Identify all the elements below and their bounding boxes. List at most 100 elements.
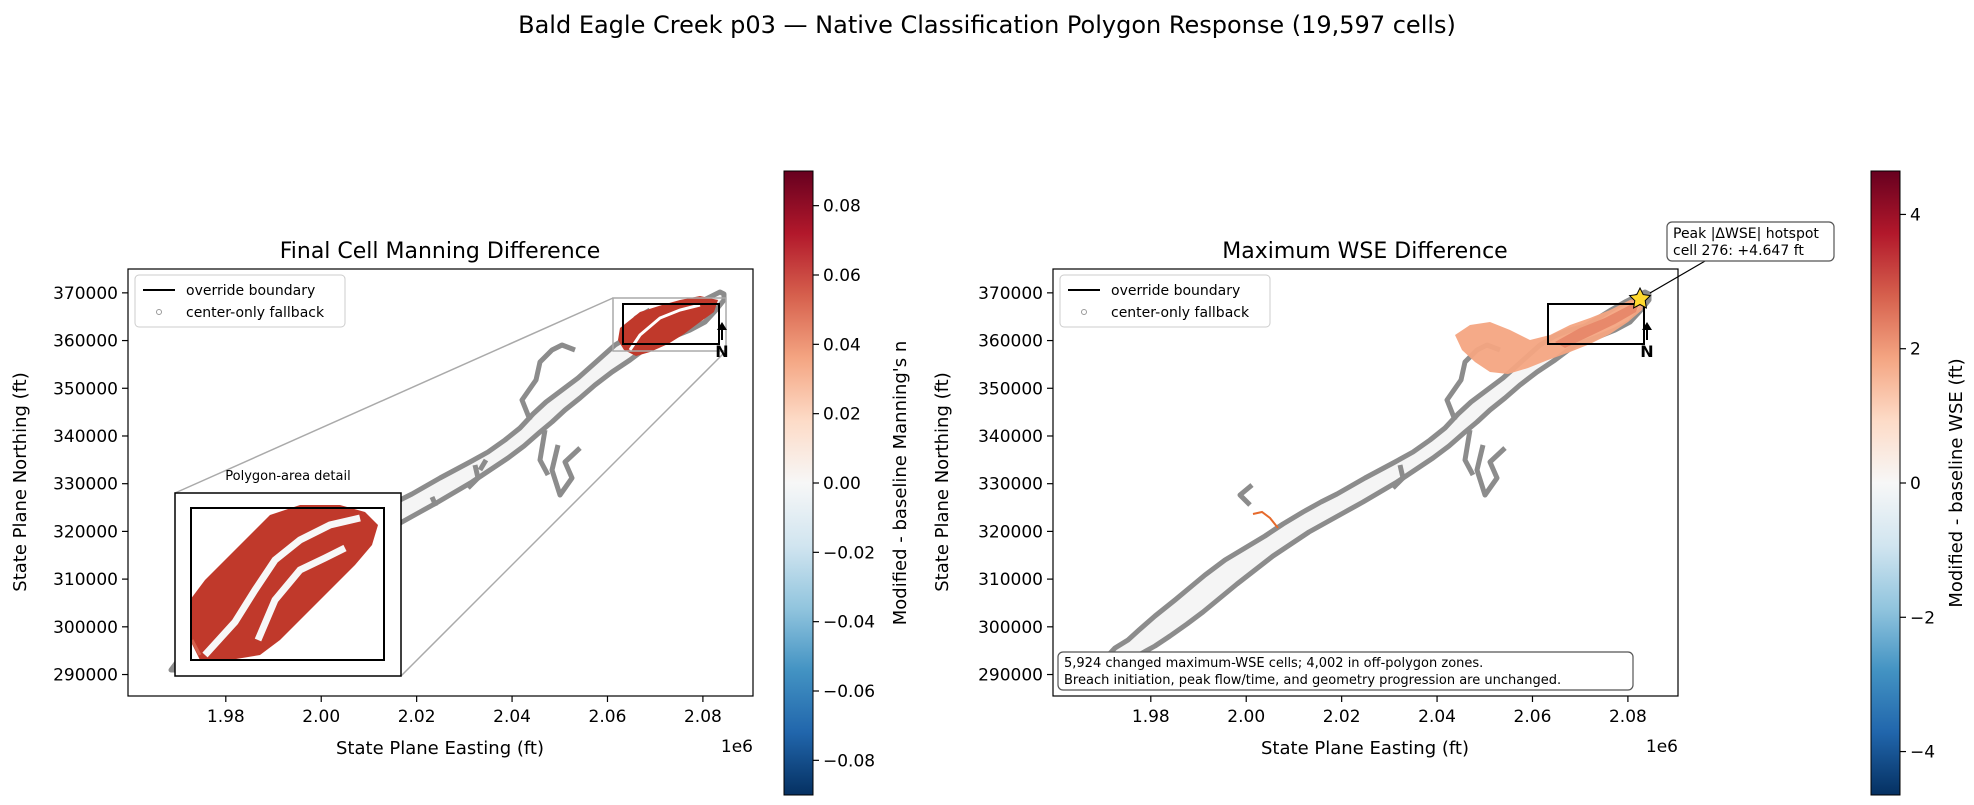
wse-changed-core (1555, 300, 1640, 348)
x-tick-label: 2.06 (589, 707, 627, 727)
inset-override-box (190, 507, 385, 661)
footnote-line: 5,924 changed maximum-WSE cells; 4,002 i… (1064, 656, 1483, 671)
colorbar-tick-label: 0 (1910, 474, 1921, 494)
override-boundary-box (622, 303, 720, 345)
inset-edge (190, 639, 202, 656)
y-tick-label: 360000 (53, 332, 118, 352)
north-arrow-head (1642, 322, 1652, 330)
legend: override boundary center-only fallback (1059, 274, 1271, 328)
hotspot-text: Peak |ΔWSE| hotspot (1673, 226, 1819, 242)
inset-channel (202, 514, 361, 658)
x-tick-label: 2.06 (1514, 707, 1552, 727)
y-tick-label: 370000 (978, 284, 1043, 304)
panel-manning: Final Cell Manning Difference N (10, 170, 911, 796)
x-offset-label: 1e6 (721, 737, 753, 757)
x-tick-label: 2.02 (1323, 707, 1361, 727)
x-axis-label: State Plane Easting (ft) (1261, 738, 1469, 759)
x-tick-label: 1.98 (1132, 707, 1170, 727)
y-tick-label: 320000 (978, 522, 1043, 542)
zoom-source-box (612, 297, 727, 352)
colorbar-tick-label: 0.08 (823, 197, 861, 217)
y-tick-label: 310000 (53, 570, 118, 590)
colorbar-tick-label: −0.08 (823, 751, 875, 771)
panel-title: Final Cell Manning Difference (280, 239, 601, 264)
colorbar-label: Modified - baseline Manning's n (890, 341, 911, 626)
y-tick-label: 300000 (978, 618, 1043, 638)
y-axis-label: State Plane Northing (ft) (10, 372, 31, 591)
y-tick-label: 350000 (978, 379, 1043, 399)
zoom-line (174, 297, 614, 494)
colorbar-tick-label: −2 (1910, 608, 1935, 628)
x-tick-label: 2.00 (302, 707, 340, 727)
colorbar (783, 170, 814, 796)
panel-wse: Maximum WSE Difference N override bounda… (932, 170, 1967, 796)
north-label: N (715, 342, 728, 361)
x-tick-label: 1.98 (207, 707, 245, 727)
north-label: N (1640, 342, 1653, 361)
y-tick-label: 370000 (53, 284, 118, 304)
colorbar-tick-label: −0.02 (823, 543, 875, 563)
hotspot-arrow (1649, 256, 1713, 294)
colorbar-label: Modified - baseline WSE (ft) (1946, 358, 1967, 607)
hotspot-text: cell 276: +4.647 ft (1673, 243, 1804, 259)
y-tick-label: 310000 (978, 570, 1043, 590)
colorbar-ticks: −0.08 −0.06 −0.04 −0.02 0.00 0.02 0.04 0.06 0.08 (813, 197, 875, 771)
colorbar-tick-label: 4 (1910, 205, 1921, 225)
hotspot-star-icon (1628, 286, 1652, 309)
x-offset-label: 1e6 (1646, 737, 1678, 757)
colorbar-tick-label: 0.06 (823, 266, 861, 286)
breach-line (1252, 510, 1279, 529)
inset-label: Polygon-area detail (225, 469, 350, 484)
legend-item: override boundary (186, 283, 315, 299)
axis-ticks: 1.98 2.00 2.02 2.04 2.06 2.08 290000 300000 3100… (53, 284, 722, 727)
tributary-boundary (1237, 342, 1507, 507)
y-tick-label: 340000 (53, 427, 118, 447)
colorbar-ticks: −4 −2 0 2 4 (1900, 205, 1935, 763)
hotspot-annotation: Peak |ΔWSE| hotspot cell 276: +4.647 ft (1666, 221, 1835, 262)
north-arrow-head (717, 322, 727, 330)
changed-cells-channel (628, 303, 701, 351)
colorbar-tick-label: −0.06 (823, 682, 875, 702)
y-tick-label: 330000 (978, 475, 1043, 495)
zoom-line (400, 350, 727, 677)
y-tick-label: 360000 (978, 332, 1043, 352)
x-tick-label: 2.00 (1227, 707, 1265, 727)
model-domain (1093, 289, 1652, 673)
legend-item: center-only fallback (186, 305, 325, 321)
wse-changed-region (1455, 295, 1645, 374)
legend: override boundary center-only fallback (134, 274, 346, 328)
footnote-box: 5,924 changed maximum-WSE cells; 4,002 i… (1057, 651, 1634, 691)
x-tick-label: 2.08 (1609, 707, 1647, 727)
axes-frame (127, 268, 754, 697)
x-tick-label: 2.02 (398, 707, 436, 727)
override-boundary-box (1547, 303, 1645, 345)
colorbar-tick-label: 0.02 (823, 405, 861, 425)
colorbar-tick-label: 0.00 (823, 474, 861, 494)
colorbar (1870, 170, 1901, 796)
colorbar-tick-label: −4 (1910, 743, 1935, 763)
legend-marker-icon (156, 309, 162, 315)
x-tick-label: 2.08 (684, 707, 722, 727)
figure-title: Bald Eagle Creek p03 — Native Classifica… (518, 11, 1456, 39)
colorbar-tick-label: −0.04 (823, 613, 875, 633)
legend-item: center-only fallback (1111, 305, 1250, 321)
panel-title: Maximum WSE Difference (1222, 239, 1507, 264)
axis-ticks: 1.98 2.00 2.02 2.04 2.06 2.08 290000 300000 3100… (978, 284, 1647, 727)
changed-cells-region (618, 296, 718, 356)
y-axis-label: State Plane Northing (ft) (932, 372, 953, 591)
legend-item: override boundary (1111, 283, 1240, 299)
y-tick-label: 320000 (53, 522, 118, 542)
y-tick-label: 350000 (53, 379, 118, 399)
colorbar-tick-label: 0.04 (823, 335, 861, 355)
legend-marker-icon (1081, 309, 1087, 315)
y-tick-label: 330000 (53, 475, 118, 495)
y-tick-label: 290000 (978, 666, 1043, 686)
footnote-line: Breach initiation, peak flow/time, and g… (1064, 673, 1561, 688)
axes-frame (1052, 268, 1679, 697)
inset-detail: Polygon-area detail (174, 469, 402, 677)
y-tick-label: 340000 (978, 427, 1043, 447)
x-tick-label: 2.04 (1418, 707, 1456, 727)
x-axis-label: State Plane Easting (ft) (336, 738, 544, 759)
y-tick-label: 290000 (53, 666, 118, 686)
